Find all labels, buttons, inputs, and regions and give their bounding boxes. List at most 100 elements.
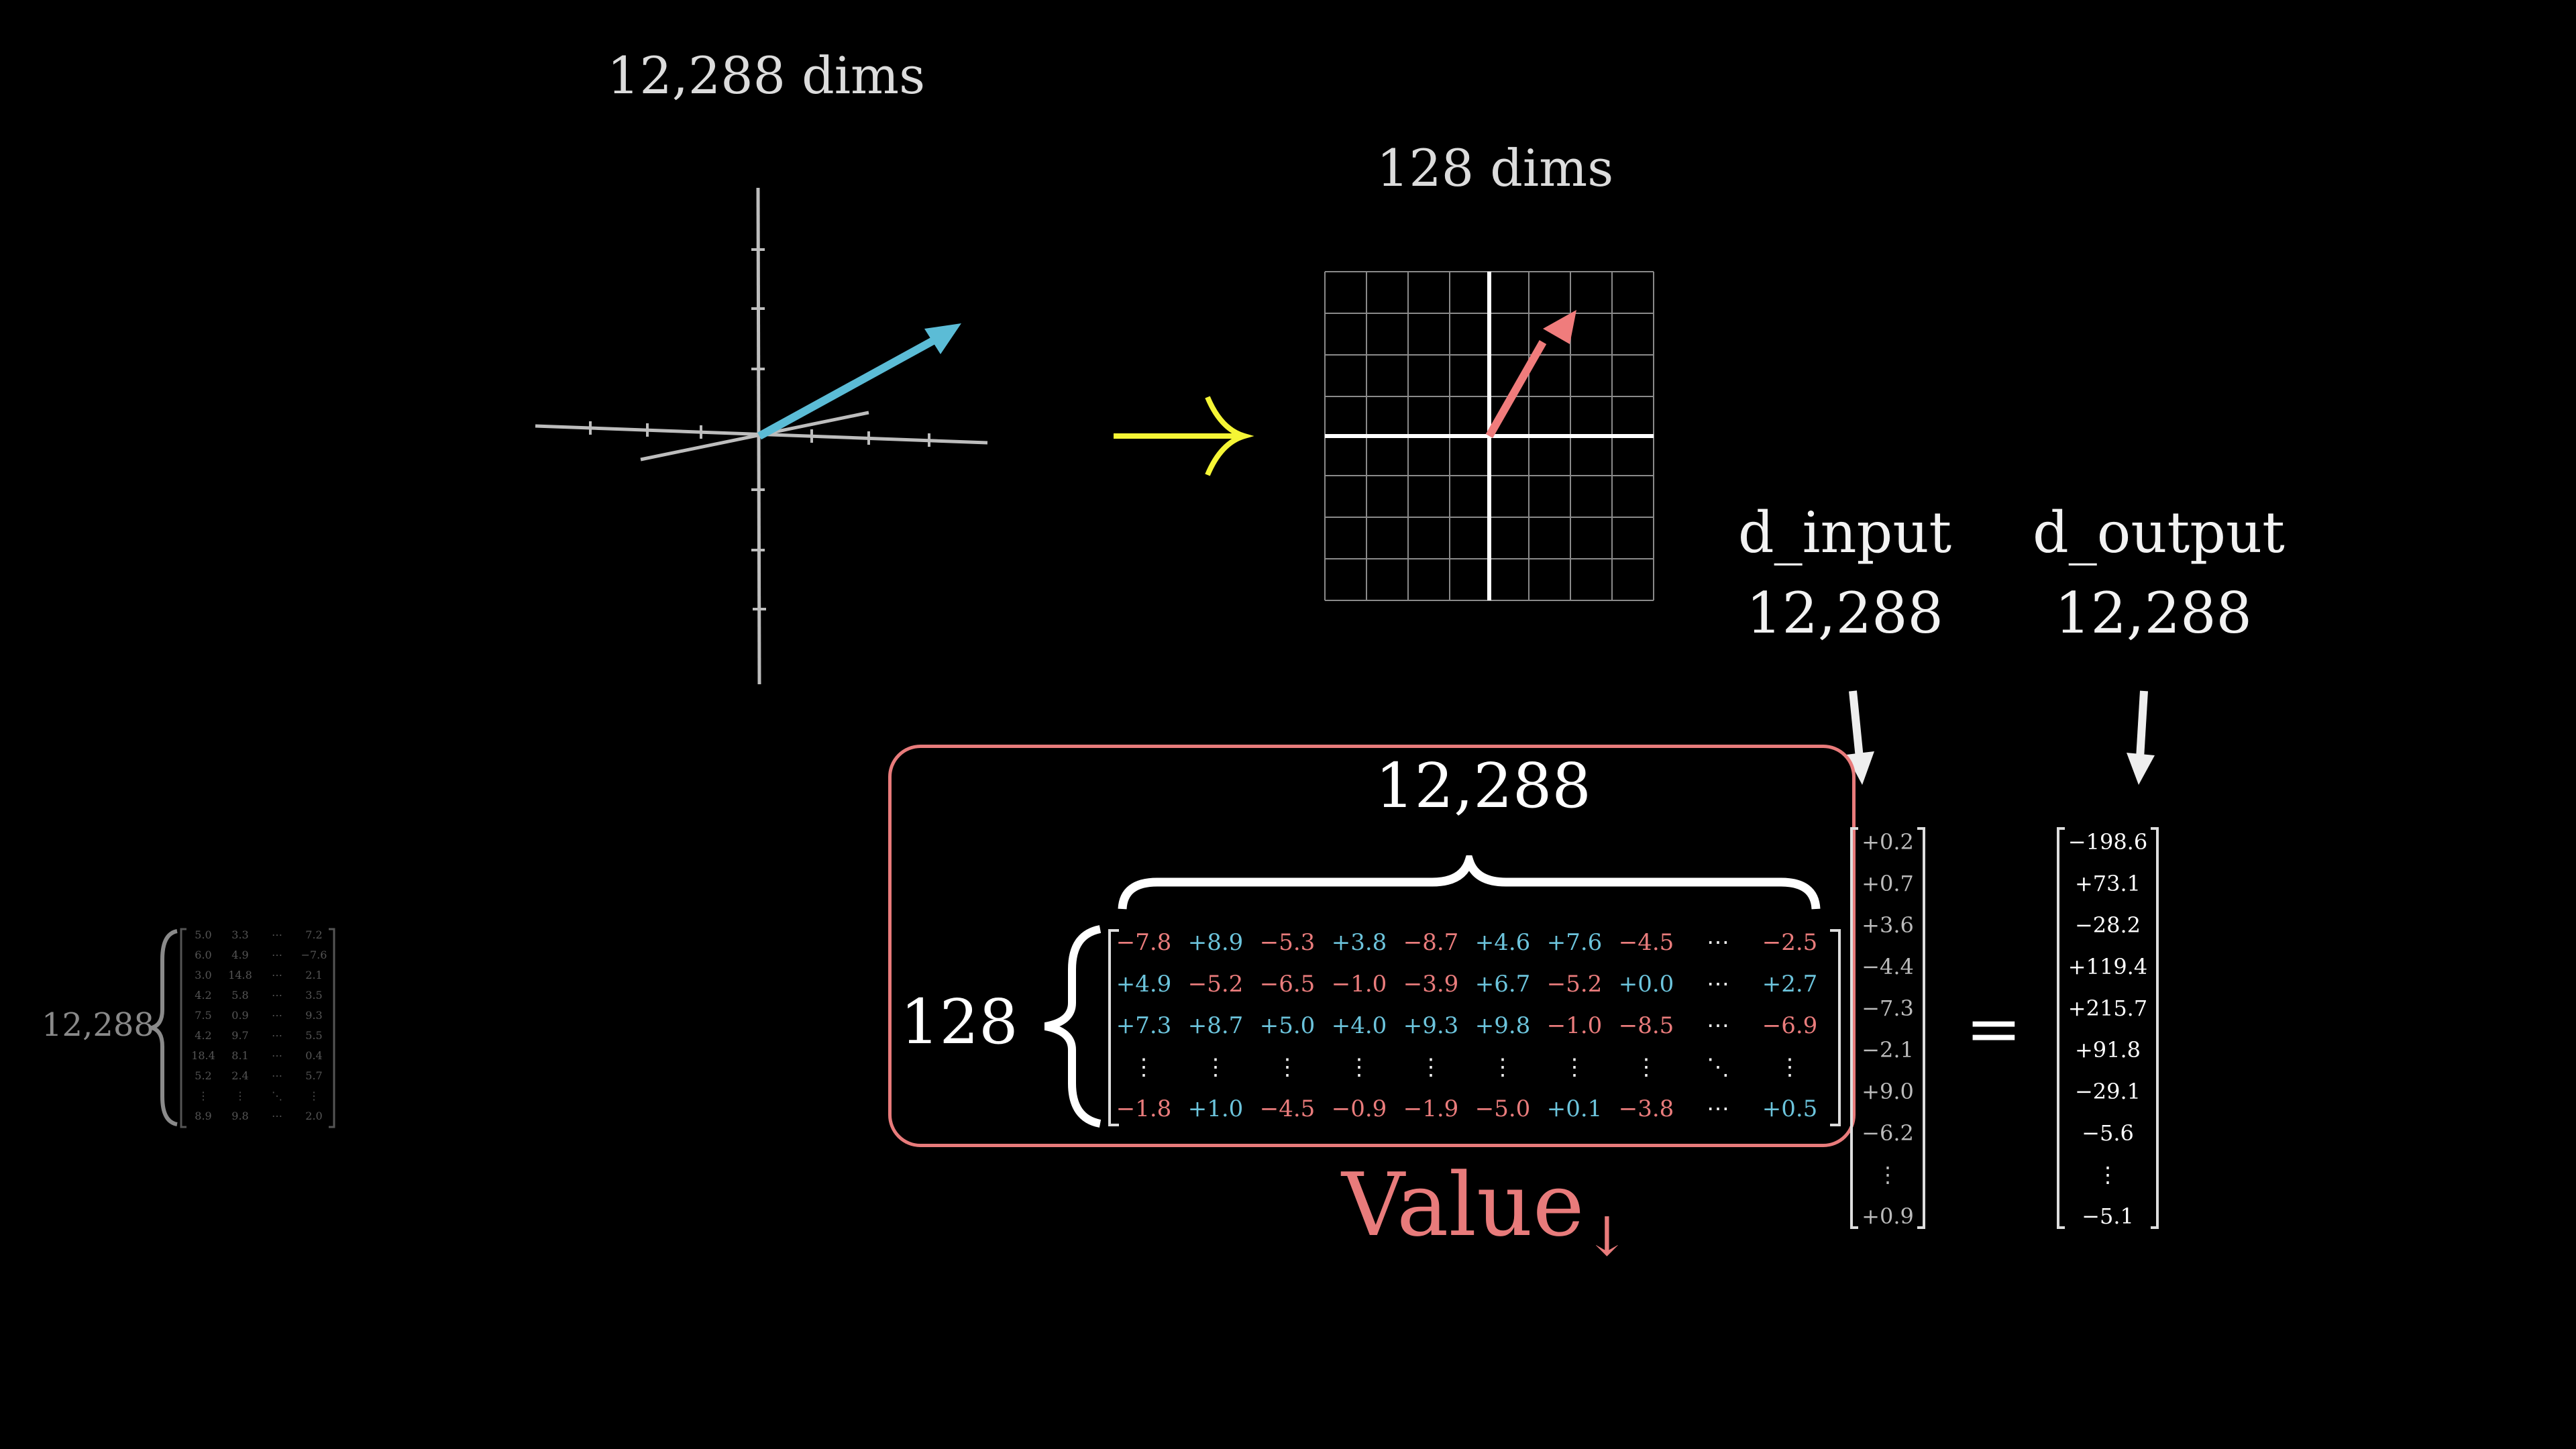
output-vector-cell: +91.8 [2074, 1037, 2141, 1063]
small-matrix-cell: 0.9 [231, 1009, 249, 1022]
small-matrix-cell: 5.7 [305, 1069, 323, 1082]
small-matrix-cell: 7.5 [195, 1009, 212, 1022]
output-vector-cell: ⋮ [2097, 1162, 2118, 1187]
matrix-cell: −5.3 [1259, 929, 1316, 956]
matrix-cell: ⋯ [1707, 929, 1729, 956]
small-matrix-cell: 5.2 [195, 1069, 212, 1082]
output-vector-cell: +73.1 [2074, 871, 2141, 896]
input-vector-cell: +0.2 [1862, 829, 1914, 855]
matrix-cell: +5.0 [1259, 1012, 1316, 1039]
matrix-cell: ⋮ [1204, 1054, 1227, 1081]
output-vector-cell: −29.1 [2074, 1079, 2141, 1104]
d-input-value: 12,288 [1746, 580, 1943, 646]
matrix-cell: −5.0 [1474, 1095, 1531, 1122]
matrix-cell: −2.5 [1762, 929, 1818, 956]
matrix-cell: ⋱ [1707, 1054, 1729, 1081]
matrix-rows-label: 128 [900, 986, 1018, 1058]
matrix-cell: −6.5 [1259, 971, 1316, 998]
small-matrix-cell: ⋯ [272, 1009, 282, 1022]
matrix-cell: −6.9 [1762, 1012, 1818, 1039]
input-vector-cell: +9.0 [1862, 1079, 1914, 1104]
small-matrix-cell: 14.8 [228, 969, 252, 981]
small-matrix-cell: 8.1 [231, 1049, 249, 1062]
matrix-cell: ⋮ [1635, 1054, 1658, 1081]
matrix-cell: −1.9 [1403, 1095, 1459, 1122]
matrix-cell: +1.0 [1187, 1095, 1244, 1122]
small-matrix-cell: 5.8 [231, 989, 249, 1002]
input-vector-cell: +0.7 [1862, 871, 1914, 896]
value-name-text: Value [1342, 1154, 1585, 1256]
matrix-cell: +4.6 [1474, 929, 1531, 956]
small-matrix-cell: 0.4 [305, 1049, 323, 1062]
matrix-cols-label: 12,288 [1375, 750, 1591, 822]
small-matrix-cell: 18.4 [191, 1049, 215, 1062]
right-vector-plot [1324, 271, 1654, 601]
output-vector-cell: −5.6 [2082, 1120, 2134, 1146]
matrix-cell: +8.9 [1187, 929, 1244, 956]
value-matrix-name: Value↓ [1342, 1154, 1629, 1268]
small-matrix-cell: 8.9 [195, 1110, 212, 1122]
matrix-cell: +0.5 [1762, 1095, 1818, 1122]
small-matrix-cell: ⋮ [309, 1089, 319, 1102]
matrix-brackets [1108, 929, 1841, 1126]
small-matrix-cell: ⋯ [272, 1110, 282, 1122]
matrix-cell: ⋮ [1778, 1054, 1801, 1081]
matrix-cell: +9.3 [1403, 1012, 1459, 1039]
small-matrix-cell: −7.6 [301, 949, 327, 961]
value-subscript: ↓ [1584, 1205, 1629, 1268]
transform-arrow-icon [1114, 396, 1254, 476]
input-vector-cell: +3.6 [1862, 912, 1914, 938]
matrix-cell: ⋮ [1563, 1054, 1586, 1081]
output-vector-cell: −198.6 [2068, 829, 2148, 855]
matrix-cell: −7.8 [1116, 929, 1172, 956]
matrix-cell: −3.9 [1403, 971, 1459, 998]
d-output-value: 12,288 [2055, 580, 2252, 646]
small-matrix-cell: 2.0 [305, 1110, 323, 1122]
small-matrix-cell: 2.4 [231, 1069, 249, 1082]
matrix-cell: ⋮ [1132, 1054, 1155, 1081]
small-matrix-cell: ⋯ [272, 969, 282, 981]
small-matrix-cell: 9.3 [305, 1009, 323, 1022]
matrix-cell: +3.8 [1331, 929, 1387, 956]
left-brace-icon [1044, 925, 1102, 1128]
small-matrix-cell: 3.5 [305, 989, 323, 1002]
small-matrix-cell: ⋯ [272, 989, 282, 1002]
matrix-cell: −1.0 [1331, 971, 1387, 998]
matrix-cell: ⋮ [1491, 1054, 1514, 1081]
d-input-label: d_input [1737, 500, 1952, 566]
matrix-cell: ⋮ [1419, 1054, 1442, 1081]
matrix-cell: ⋯ [1707, 971, 1729, 998]
matrix-cell: +2.7 [1762, 971, 1818, 998]
matrix-cell: +7.6 [1546, 929, 1603, 956]
matrix-cell: +0.0 [1618, 971, 1674, 998]
matrix-cell: ⋮ [1348, 1054, 1371, 1081]
output-vector-cell: −28.2 [2074, 912, 2141, 938]
small-matrix-cell: 3.0 [195, 969, 212, 981]
small-matrix-cell: ⋱ [272, 1089, 282, 1102]
small-matrix-brace-icon [151, 928, 335, 1128]
red-vector-arrow [1485, 340, 1547, 438]
top-brace-icon [1118, 855, 1821, 910]
matrix-cell: −4.5 [1259, 1095, 1316, 1122]
small-matrix-cell: ⋯ [272, 949, 282, 961]
small-matrix-cell: 6.0 [195, 949, 212, 961]
matrix-cell: −1.0 [1546, 1012, 1603, 1039]
small-matrix-cell: 2.1 [305, 969, 323, 981]
left-plot-title: 12,288 dims [607, 46, 926, 105]
small-matrix-cell: 4.2 [195, 989, 212, 1002]
matrix-cell: −1.8 [1116, 1095, 1172, 1122]
small-matrix-cell: ⋮ [198, 1089, 209, 1102]
matrix-cell: +0.1 [1546, 1095, 1603, 1122]
matrix-cell: +6.7 [1474, 971, 1531, 998]
small-matrix-cell: 9.8 [231, 1110, 249, 1122]
d-input-arrow-icon [1846, 690, 1874, 785]
small-matrix-cell: 5.5 [305, 1029, 323, 1042]
input-vector-cell: −7.3 [1862, 996, 1914, 1021]
small-matrix-cell: 4.2 [195, 1029, 212, 1042]
matrix-cell: −8.5 [1618, 1012, 1674, 1039]
small-matrix-cell: 9.7 [231, 1029, 249, 1042]
small-matrix-cell: ⋯ [272, 1069, 282, 1082]
matrix-cell: ⋮ [1276, 1054, 1299, 1081]
input-vector-brackets [1850, 827, 1925, 1229]
input-vector-cell: −4.4 [1862, 954, 1914, 979]
